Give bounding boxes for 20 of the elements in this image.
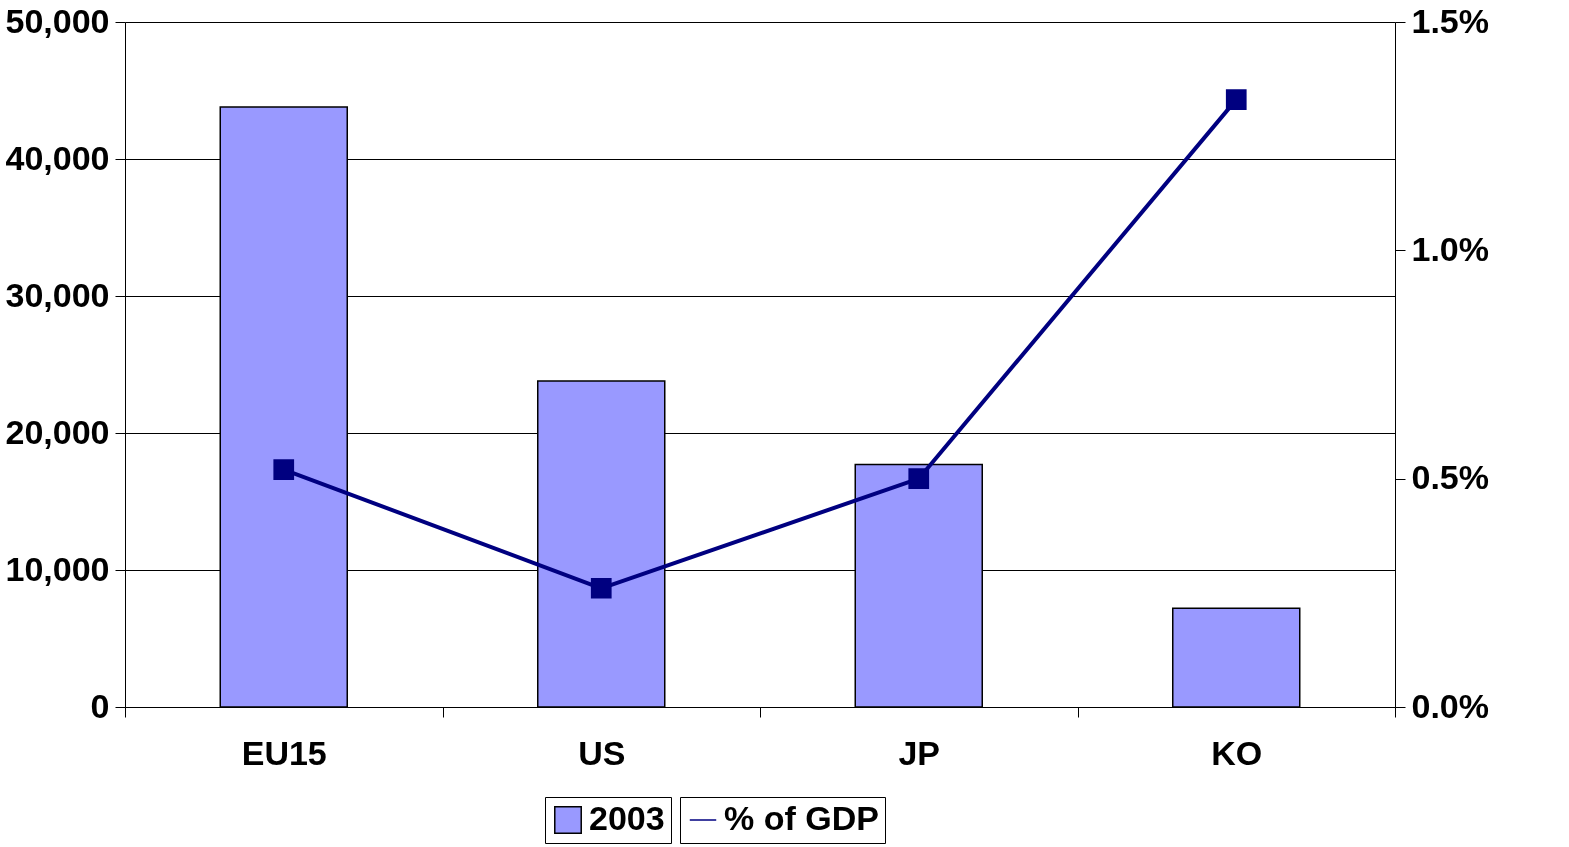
x-tick-label: KO bbox=[1211, 733, 1263, 772]
y-tick-label: 30,000 bbox=[5, 275, 110, 314]
point bbox=[273, 459, 295, 480]
x-tick-label: JP bbox=[898, 733, 941, 772]
y2-tick-label: 0.5% bbox=[1411, 458, 1489, 497]
legend-label: % of GDP bbox=[724, 799, 879, 837]
y-tick-label: 10,000 bbox=[5, 549, 110, 588]
y-tick-label: 50,000 bbox=[5, 1, 110, 40]
point bbox=[908, 468, 930, 490]
y2-tick-label: 1.5% bbox=[1411, 1, 1489, 40]
y-tick-label: 40,000 bbox=[5, 138, 110, 177]
point bbox=[590, 577, 612, 599]
x-tick-label: US bbox=[578, 733, 626, 772]
y-tick-label: 0 bbox=[90, 686, 110, 725]
legend-label: 2003 bbox=[589, 799, 665, 837]
x-tick-label: EU15 bbox=[241, 733, 327, 772]
point bbox=[1225, 89, 1247, 110]
y-tick-label: 20,000 bbox=[5, 412, 110, 451]
y2-tick-label: 0.0% bbox=[1411, 686, 1489, 725]
y2-tick-label: 1.0% bbox=[1411, 229, 1489, 268]
